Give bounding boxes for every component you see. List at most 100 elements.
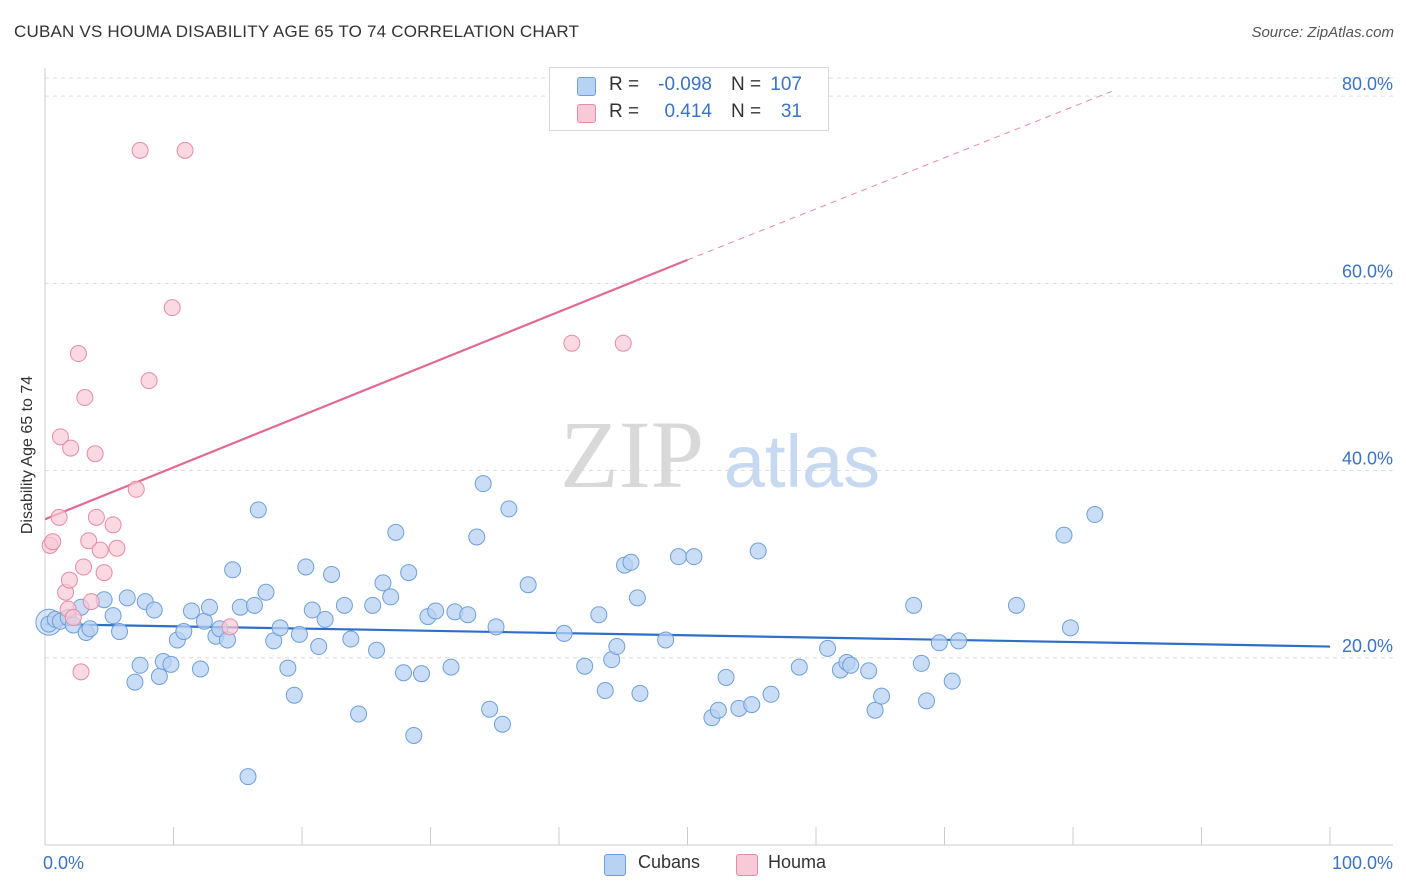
houma-point — [127, 480, 145, 498]
cubans-point — [191, 660, 209, 678]
cubans-point — [608, 638, 626, 656]
houma-point — [563, 334, 581, 352]
cubans-point — [400, 564, 418, 582]
axes — [44, 68, 1393, 846]
cubans-point — [468, 528, 486, 546]
cubans-point — [387, 523, 405, 541]
cubans-point — [493, 715, 511, 733]
cubans-point — [631, 684, 649, 702]
houma-point — [82, 593, 100, 611]
houma-point — [91, 541, 109, 559]
cubans-point — [310, 638, 328, 656]
cubans-point — [131, 656, 149, 674]
y-tick-label: 20.0% — [1342, 636, 1393, 656]
cubans-legend-label: Cubans — [638, 852, 701, 872]
cubans-point — [364, 596, 382, 614]
cubans-point — [685, 548, 703, 566]
watermark: ZIP atlas — [560, 401, 880, 508]
cubans-point — [279, 659, 297, 677]
cubans-swatch — [577, 77, 596, 96]
n-value: 107 — [770, 74, 802, 95]
cubans-point — [622, 553, 640, 571]
cubans-point — [104, 607, 122, 625]
x-tick-label: 0.0% — [43, 853, 84, 873]
tick-labels: 20.0% 40.0% 60.0% 80.0% 0.0% 100.0% — [43, 74, 1393, 873]
cubans-point — [126, 673, 144, 691]
cubans-point — [500, 500, 518, 518]
cubans-point — [175, 623, 193, 641]
houma-point — [60, 571, 78, 589]
cubans-point — [382, 588, 400, 606]
cubans-point — [442, 658, 460, 676]
watermark-zip: ZIP — [560, 401, 704, 508]
cubans-point — [596, 682, 614, 700]
cubans-point — [111, 623, 129, 641]
cubans-point — [200, 598, 218, 616]
houma-point — [163, 299, 181, 317]
r-value: 0.414 — [664, 101, 712, 122]
houma-point — [44, 533, 62, 551]
houma-point — [64, 609, 82, 627]
cubans-point — [1055, 526, 1073, 544]
cubans-point — [709, 701, 727, 719]
houma-point — [108, 539, 126, 557]
stats-legend: R = -0.098 N = 107 R = 0.414 N = 31 — [549, 67, 829, 131]
cubans-point — [590, 606, 608, 624]
houma-point — [104, 516, 122, 534]
cubans-legend-swatch — [604, 854, 626, 876]
n-value: 31 — [780, 101, 802, 122]
r-label: R = — [609, 74, 640, 95]
cubans-point — [842, 656, 860, 674]
cubans-point — [118, 589, 136, 607]
houma-point — [75, 558, 93, 576]
n-label: N = — [731, 74, 762, 95]
cubans-point — [749, 542, 767, 560]
cubans-point — [481, 700, 499, 718]
houma-point — [86, 445, 104, 463]
cubans-point — [819, 639, 837, 657]
cubans-point — [323, 565, 341, 583]
gridlines — [45, 77, 1393, 659]
legend-row-cubans: R = -0.098 N = 107 — [550, 74, 828, 100]
cubans-point — [873, 687, 891, 705]
cubans-point — [905, 596, 923, 614]
cubans-point — [368, 641, 386, 659]
houma-point — [95, 564, 113, 582]
cubans-point — [81, 620, 99, 638]
y-tick-label: 60.0% — [1342, 261, 1393, 281]
houma-point — [72, 663, 90, 681]
cubans-point — [918, 692, 936, 710]
houma-legend-label: Houma — [768, 852, 827, 872]
cubans-point — [271, 619, 289, 637]
cubans-point — [519, 576, 537, 594]
cubans-point — [239, 768, 257, 786]
cubans-point — [413, 665, 431, 683]
cubans-point — [743, 696, 761, 714]
houma-point — [76, 389, 94, 407]
cubans-point — [405, 726, 423, 744]
houma-point — [62, 439, 80, 457]
cubans-point — [145, 601, 163, 619]
cubans-point — [459, 606, 477, 624]
cubans-point — [290, 625, 308, 643]
houma-point — [176, 141, 194, 159]
houma-point — [131, 141, 149, 159]
houma-point — [69, 345, 87, 363]
cubans-point — [670, 548, 688, 566]
source-label: Source: ZipAtlas.com — [1251, 24, 1394, 41]
cubans-point — [162, 655, 180, 673]
cubans-point — [950, 632, 968, 650]
cubans-point — [297, 558, 315, 576]
cubans-point — [249, 501, 267, 519]
legend-row-houma: R = 0.414 N = 31 — [550, 101, 828, 127]
cubans-point — [930, 634, 948, 652]
cubans-point — [342, 630, 360, 648]
houma-point — [614, 334, 632, 352]
cubans-point — [474, 475, 492, 493]
cubans-point — [866, 701, 884, 719]
n-label: N = — [731, 101, 762, 122]
cubans-point — [717, 668, 735, 686]
houma-point — [51, 428, 69, 446]
cubans-point — [335, 596, 353, 614]
